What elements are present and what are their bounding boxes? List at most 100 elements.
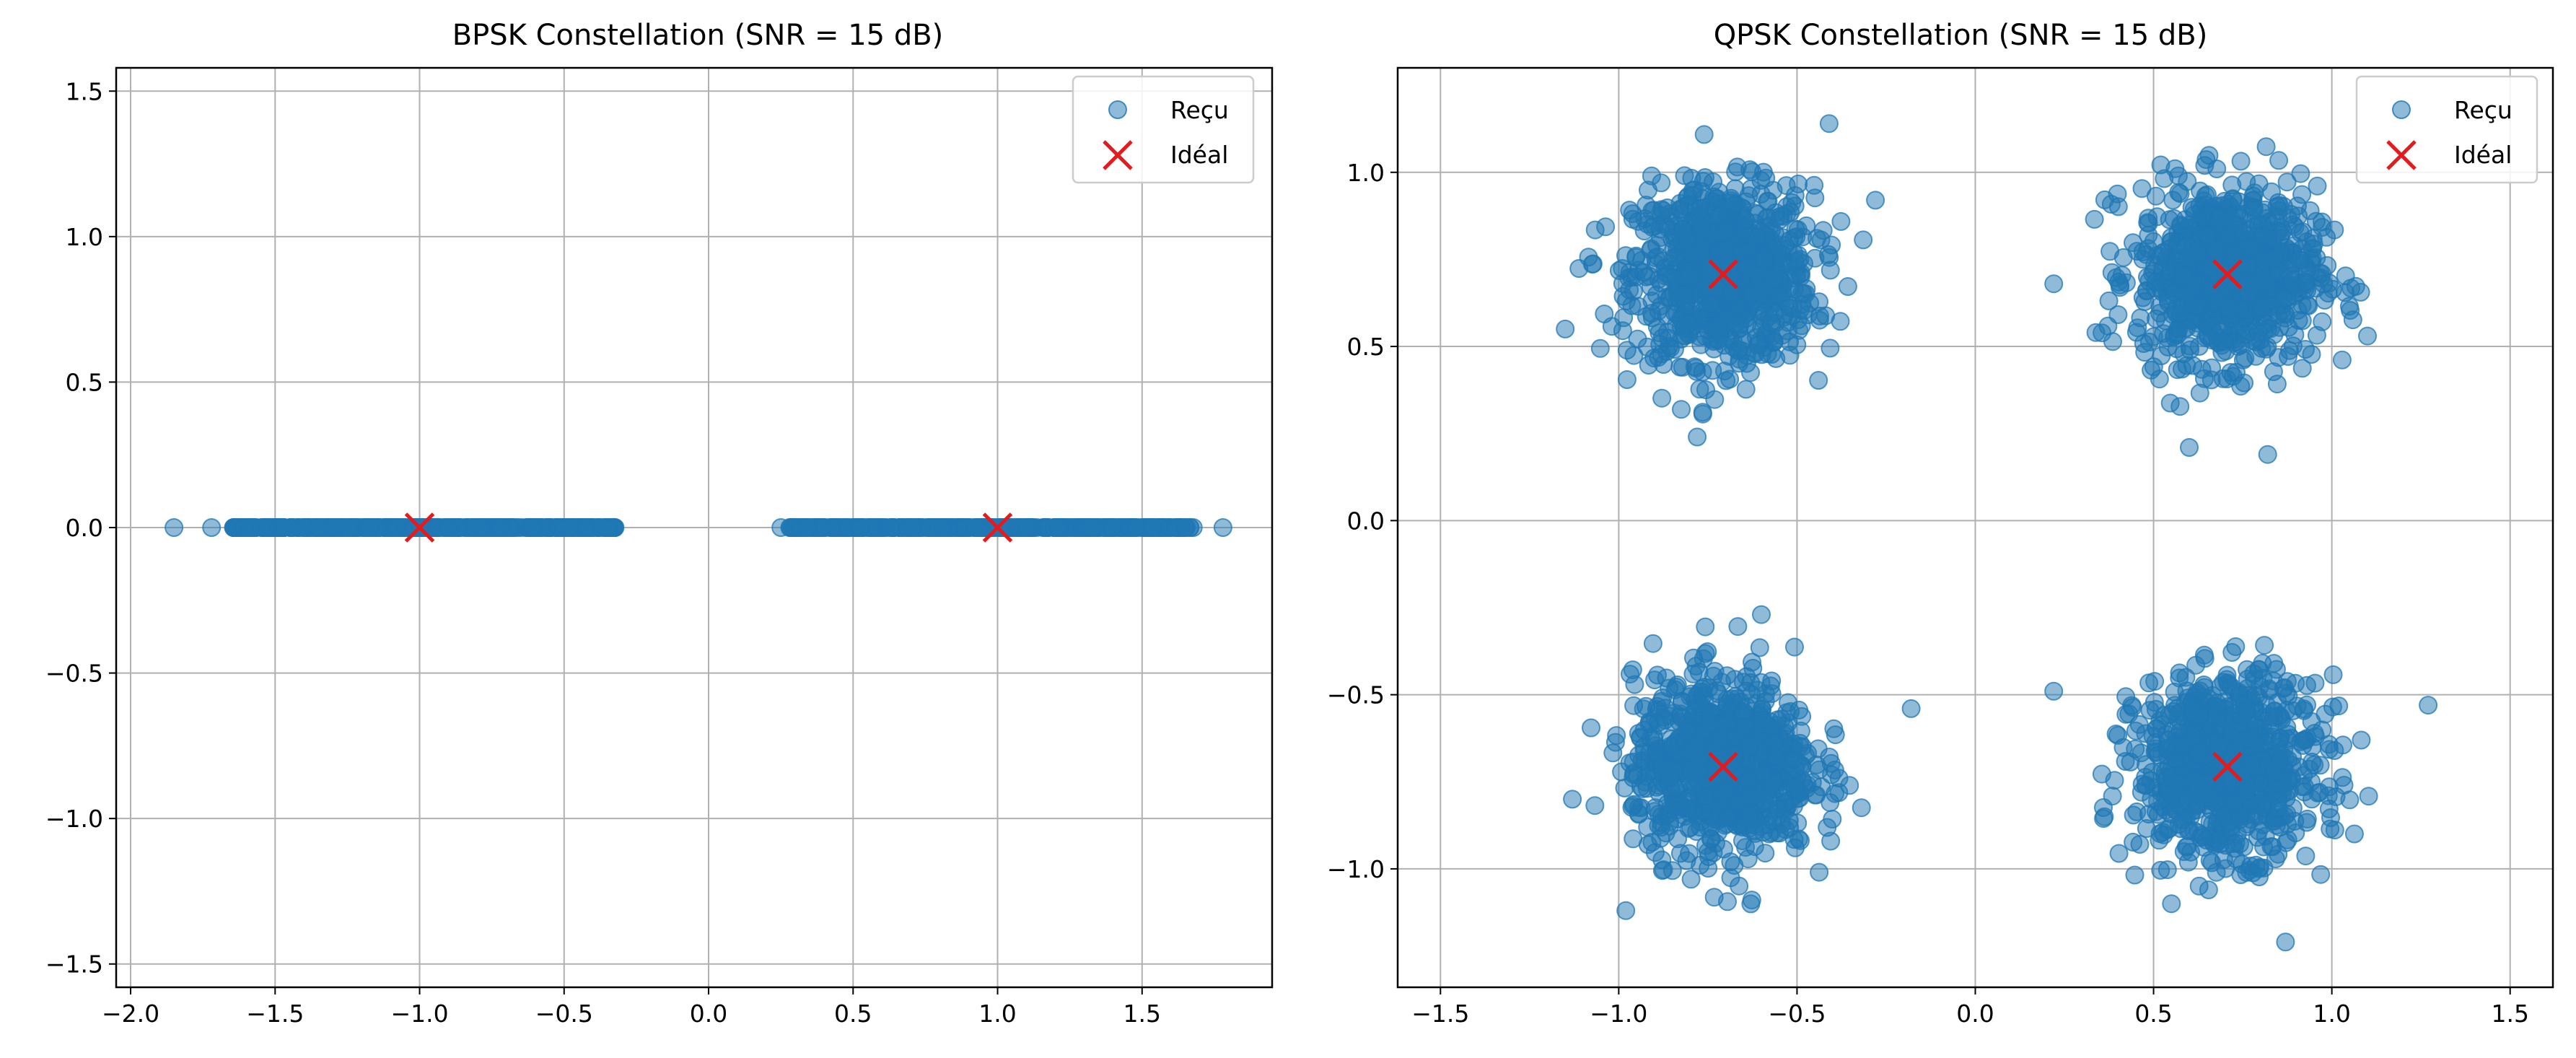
qpsk-received-point	[2233, 223, 2253, 242]
qpsk-received-point	[1681, 818, 1700, 837]
qpsk-received-point	[2113, 248, 2133, 267]
qpsk-received-point	[1681, 870, 1701, 889]
qpsk-received-point	[2274, 289, 2293, 309]
qpsk-received-point	[1741, 894, 1761, 914]
qpsk-received-point	[1626, 246, 1646, 266]
qpsk-received-point	[2231, 377, 2251, 396]
qpsk-received-point	[1638, 818, 1657, 837]
qpsk-received-point	[1789, 174, 1808, 193]
qpsk-received-point	[1613, 321, 1632, 341]
qpsk-received-point	[1624, 768, 1643, 787]
qpsk-received-point	[2256, 695, 2276, 714]
qpsk-received-point	[2244, 664, 2264, 683]
qpsk-received-point	[2181, 842, 2201, 862]
qpsk-received-point	[2325, 220, 2344, 240]
bpsk-received-point	[309, 518, 328, 537]
qpsk-legend: Reçu Idéal	[2355, 75, 2538, 184]
qpsk-received-point	[1563, 790, 1582, 809]
qpsk-received-point	[2150, 824, 2170, 844]
qpsk-received-point	[1756, 844, 1775, 863]
qpsk-legend-label-ideal: Idéal	[2454, 141, 2512, 169]
qpsk-received-point	[2183, 702, 2202, 722]
qpsk-xtick-label: −0.5	[1768, 1000, 1826, 1028]
qpsk-received-point	[1556, 319, 1575, 338]
qpsk-received-point	[2085, 209, 2104, 229]
bpsk-received-point	[1143, 518, 1162, 537]
qpsk-received-point	[1617, 341, 1637, 360]
qpsk-received-point	[1809, 371, 1828, 390]
qpsk-received-point	[2277, 172, 2297, 192]
bpsk-received-point	[882, 518, 901, 537]
qpsk-received-point	[1680, 267, 1699, 287]
qpsk-received-point	[1754, 249, 1774, 268]
qpsk-received-point	[2201, 789, 2220, 808]
qpsk-plot: QPSK Constellation (SNR = 15 dB) −1.5 −1.…	[1327, 19, 2554, 1028]
qpsk-received-point	[1753, 764, 1773, 784]
bpsk-received-point	[1017, 518, 1037, 537]
qpsk-received-point	[1617, 370, 1637, 389]
qpsk-received-point	[1652, 173, 1671, 193]
qpsk-received-point	[1740, 806, 1760, 826]
bpsk-received-point	[404, 518, 424, 537]
bpsk-xtick-label: 1.5	[1123, 1000, 1161, 1028]
qpsk-received-point	[2312, 264, 2331, 284]
bpsk-ytick-label: 1.0	[66, 223, 103, 251]
bpsk-legend-label-recu: Reçu	[1170, 96, 1229, 124]
qpsk-received-point	[2311, 865, 2331, 884]
bpsk-received-point	[274, 518, 294, 537]
qpsk-received-point	[2202, 331, 2222, 350]
bpsk-received-point	[202, 518, 222, 537]
qpsk-received-point	[2255, 636, 2274, 655]
qpsk-received-point	[1752, 605, 1771, 624]
qpsk-received-point	[1681, 742, 1700, 761]
qpsk-received-point	[2225, 792, 2244, 812]
qpsk-received-point	[1699, 678, 1719, 698]
qpsk-received-point	[1660, 816, 1680, 836]
qpsk-received-point	[2183, 727, 2202, 746]
qpsk-received-point	[2189, 876, 2209, 896]
qpsk-received-point	[2266, 816, 2286, 835]
qpsk-received-point	[2254, 251, 2274, 271]
qpsk-title: QPSK Constellation (SNR = 15 dB)	[1714, 19, 2208, 52]
qpsk-received-point	[2341, 301, 2360, 320]
qpsk-ytick-label: −0.5	[1327, 681, 1385, 709]
qpsk-received-point	[1770, 210, 1789, 229]
qpsk-received-point	[2253, 298, 2272, 318]
qpsk-received-point	[1733, 702, 1753, 721]
qpsk-received-point	[2225, 695, 2244, 714]
qpsk-received-point	[2124, 233, 2142, 253]
qpsk-received-point	[2352, 730, 2371, 750]
qpsk-legend-label-recu: Reçu	[2454, 96, 2513, 124]
qpsk-received-point	[2326, 787, 2346, 806]
qpsk-received-point	[2139, 209, 2158, 228]
bpsk-received-point	[851, 518, 869, 537]
bpsk-received-point	[1126, 518, 1146, 537]
qpsk-received-point	[1732, 332, 1752, 351]
qpsk-received-point	[1709, 206, 1728, 226]
qpsk-received-point	[2150, 370, 2169, 389]
qpsk-received-point	[1820, 748, 1839, 766]
bpsk-ytick-label: 0.5	[66, 368, 103, 396]
qpsk-received-point	[1657, 668, 1676, 688]
qpsk-received-point	[1852, 798, 1871, 818]
qpsk-received-point	[2261, 837, 2281, 857]
bpsk-received-point	[965, 518, 985, 537]
qpsk-received-point	[2250, 867, 2269, 886]
qpsk-received-point	[2295, 273, 2315, 292]
qpsk-received-point	[2170, 303, 2190, 323]
qpsk-received-point	[2044, 274, 2064, 294]
qpsk-received-point	[2125, 865, 2145, 885]
bpsk-ticks: −2.0 −1.5 −1.0 −0.5 0.0 0.5 1.0 1.5−1.5−1.0−0.5…	[45, 77, 1161, 1028]
qpsk-received-point	[2306, 211, 2326, 231]
qpsk-received-point	[1652, 206, 1671, 225]
qpsk-received-point	[2256, 137, 2276, 157]
qpsk-received-point	[2208, 738, 2227, 758]
qpsk-received-point	[1797, 216, 1816, 235]
qpsk-received-point	[2245, 183, 2264, 203]
qpsk-received-point	[2248, 273, 2267, 292]
qpsk-received-point	[2103, 787, 2122, 806]
qpsk-received-point	[2180, 438, 2199, 457]
bpsk-xtick-label: −1.0	[390, 1000, 448, 1028]
qpsk-received-point	[2287, 696, 2307, 716]
qpsk-received-point	[2419, 696, 2438, 715]
